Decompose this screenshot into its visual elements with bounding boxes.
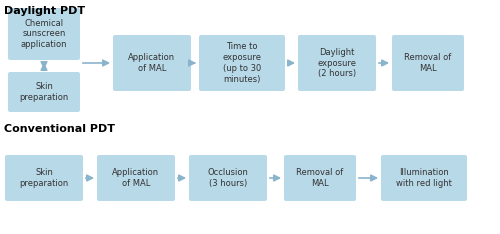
FancyBboxPatch shape [298,35,376,91]
Text: Removal of
MAL: Removal of MAL [404,53,452,73]
Text: Daylight PDT: Daylight PDT [4,6,85,16]
FancyBboxPatch shape [284,155,356,201]
FancyBboxPatch shape [199,35,285,91]
Text: Removal of
MAL: Removal of MAL [296,168,344,188]
Text: Skin
preparation: Skin preparation [20,82,68,102]
Text: Time to
exposure
(up to 30
minutes): Time to exposure (up to 30 minutes) [222,42,262,84]
Text: Application
of MAL: Application of MAL [112,168,160,188]
FancyBboxPatch shape [392,35,464,91]
Text: Skin
preparation: Skin preparation [20,168,68,188]
Text: Occlusion
(3 hours): Occlusion (3 hours) [208,168,248,188]
FancyBboxPatch shape [113,35,191,91]
FancyBboxPatch shape [8,8,80,60]
FancyBboxPatch shape [189,155,267,201]
FancyBboxPatch shape [381,155,467,201]
Text: Illumination
with red light: Illumination with red light [396,168,452,188]
Text: Application
of MAL: Application of MAL [128,53,176,73]
FancyBboxPatch shape [97,155,175,201]
Text: Conventional PDT: Conventional PDT [4,124,115,134]
FancyBboxPatch shape [5,155,83,201]
Text: Daylight
exposure
(2 hours): Daylight exposure (2 hours) [318,48,356,78]
Text: Chemical
sunscreen
application: Chemical sunscreen application [21,19,67,49]
FancyBboxPatch shape [8,72,80,112]
